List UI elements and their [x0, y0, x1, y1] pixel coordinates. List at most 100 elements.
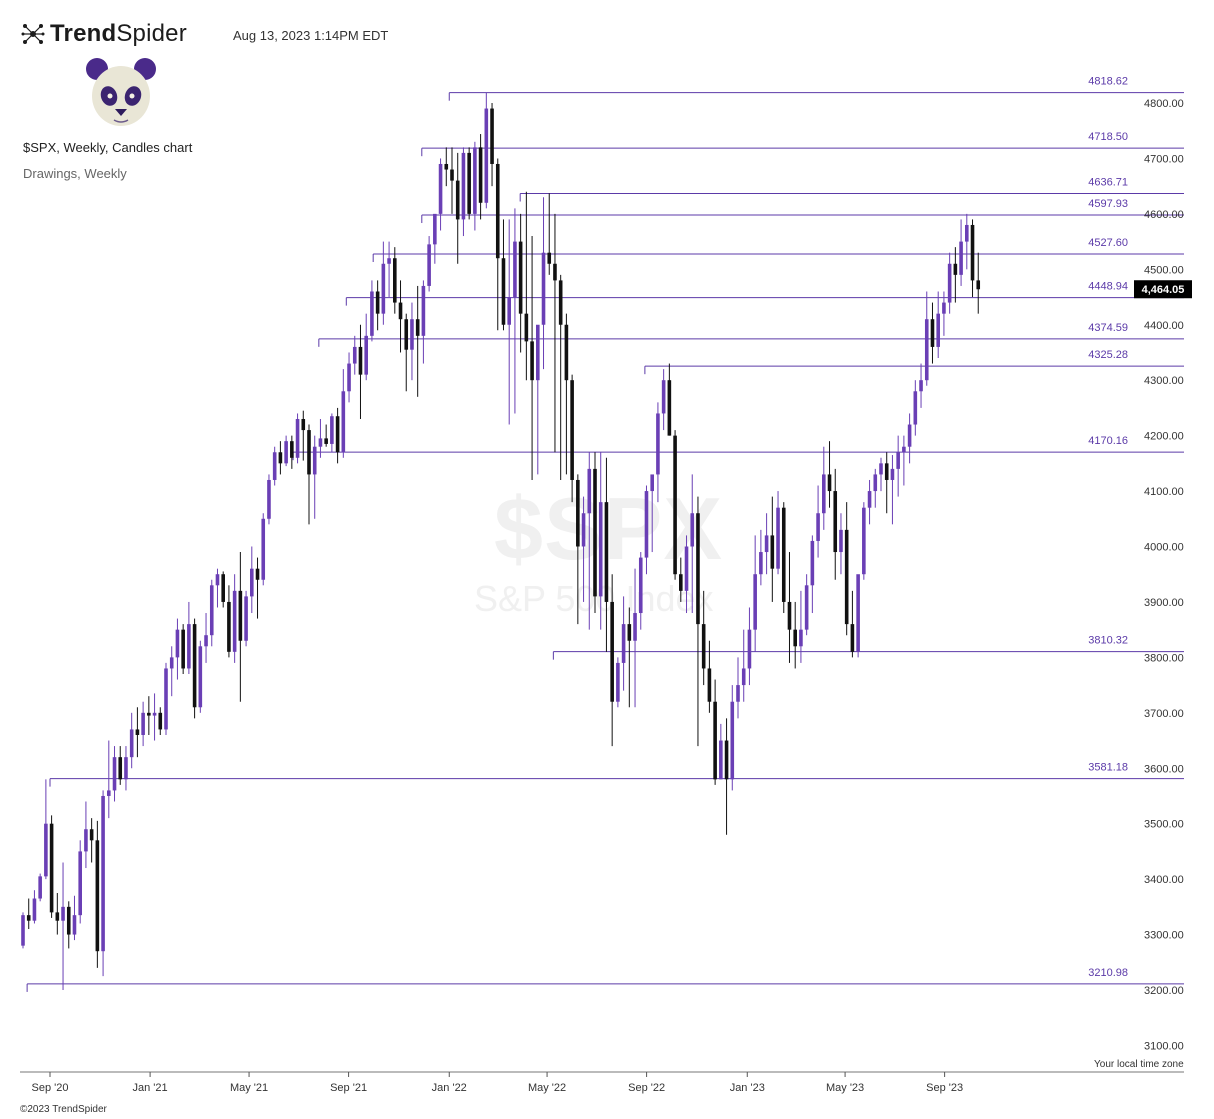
candle-body — [558, 280, 563, 325]
candle-body — [375, 291, 380, 314]
x-tick-label: Sep '21 — [330, 1082, 367, 1094]
candle-body — [707, 668, 712, 702]
candle-body — [747, 629, 752, 669]
candle-body — [478, 147, 483, 203]
candle-body — [862, 507, 866, 575]
level-label: 4818.62 — [1088, 76, 1128, 88]
trendspider-logo: TrendSpider — [20, 20, 187, 48]
y-tick-label: 3900.00 — [1144, 597, 1184, 609]
candle-body — [902, 446, 906, 453]
candle-body — [930, 319, 935, 347]
candle-body — [490, 108, 494, 164]
candles — [21, 93, 981, 990]
candle-body — [26, 915, 31, 921]
candle-body — [810, 540, 815, 586]
candle-body — [250, 568, 254, 597]
candle-body — [341, 391, 346, 453]
candle-body — [890, 468, 895, 480]
candle-body — [181, 629, 185, 669]
y-tick-label: 4100.00 — [1144, 486, 1184, 498]
candle-body — [49, 823, 54, 913]
candle-body — [730, 701, 735, 780]
candle-body — [804, 585, 809, 630]
x-tick-label: Sep '20 — [32, 1082, 69, 1094]
candle-body — [284, 441, 288, 464]
x-tick-label: Sep '23 — [926, 1082, 963, 1094]
candle-body — [278, 452, 283, 464]
horizontal-levels: 4818.62 4718.50 4636.71 4597.93 4527.60 4448.… — [26, 76, 1184, 992]
candle-body — [398, 302, 403, 320]
y-tick-label: 4700.00 — [1144, 153, 1184, 165]
candle-body — [661, 380, 666, 414]
candle-body — [627, 624, 632, 641]
candle-body — [970, 224, 975, 281]
candle-body — [209, 585, 214, 636]
candle-body — [570, 380, 574, 480]
candle-body — [844, 529, 849, 625]
candle-body — [112, 757, 117, 791]
candle-body — [650, 474, 654, 492]
candle-body — [267, 479, 271, 519]
candle-body — [72, 915, 77, 935]
candle-body — [141, 712, 145, 735]
candle-body — [473, 147, 477, 214]
candle-body — [736, 685, 740, 702]
candle-body — [221, 574, 225, 602]
candle-body — [347, 363, 351, 392]
y-axis: 3100.00 3200.00 3300.00 3400.00 3500.00 3600.… — [1144, 98, 1184, 1052]
level-label: 4374.59 — [1088, 322, 1128, 334]
candle-body — [953, 263, 958, 275]
y-tick-label: 4600.00 — [1144, 209, 1184, 221]
x-axis: Sep '20 Jan '21 May '21 Sep '21 Jan '22 May '… — [20, 1071, 1184, 1094]
chart-subtitle: Drawings, Weekly — [23, 166, 127, 181]
candle-body — [66, 906, 71, 935]
candle-body — [656, 413, 660, 475]
candle-body — [724, 740, 729, 780]
candle-body — [290, 441, 294, 458]
candle-body — [684, 546, 689, 591]
candle-body — [833, 491, 838, 553]
candle-body — [741, 668, 746, 686]
candle-body — [633, 613, 637, 641]
candle-body — [501, 258, 506, 325]
candle-body — [370, 291, 374, 336]
candle-body — [764, 535, 769, 553]
candle-body — [867, 491, 872, 508]
candle-body — [455, 180, 460, 220]
last-price-tag: 4,464.05 — [1134, 280, 1192, 299]
y-tick-label: 4000.00 — [1144, 542, 1184, 554]
candle-body — [404, 319, 409, 350]
candle-body — [610, 601, 614, 702]
candle-body — [781, 507, 786, 602]
candle-body — [776, 507, 780, 569]
candle-body — [564, 324, 569, 381]
y-tick-label: 3300.00 — [1144, 930, 1184, 942]
candle-body — [129, 729, 134, 758]
y-tick-label: 3200.00 — [1144, 985, 1184, 997]
candle-body — [822, 474, 826, 514]
candle-body — [976, 280, 981, 290]
y-tick-label: 3800.00 — [1144, 652, 1184, 664]
candle-body — [227, 601, 231, 652]
x-tick-label: Jan '23 — [730, 1082, 765, 1094]
candle-body — [713, 701, 717, 780]
candle-body — [759, 552, 763, 575]
candle-body — [238, 590, 243, 641]
level-label: 4636.71 — [1088, 177, 1128, 189]
candle-body — [272, 452, 277, 480]
candle-body — [959, 241, 963, 275]
last-price-box — [1134, 280, 1192, 299]
candle-body — [78, 851, 82, 916]
candle-body — [965, 224, 969, 242]
candle-body — [335, 416, 340, 453]
candle-body — [696, 513, 700, 625]
timezone-label: Your local time zone — [1094, 1059, 1184, 1070]
candle-body — [547, 252, 552, 264]
candle-body — [644, 491, 649, 558]
candle-body — [301, 418, 306, 431]
candle-body — [124, 757, 128, 780]
candle-body — [495, 163, 500, 259]
level-label: 3210.98 — [1088, 967, 1128, 979]
candle-body — [581, 513, 586, 547]
